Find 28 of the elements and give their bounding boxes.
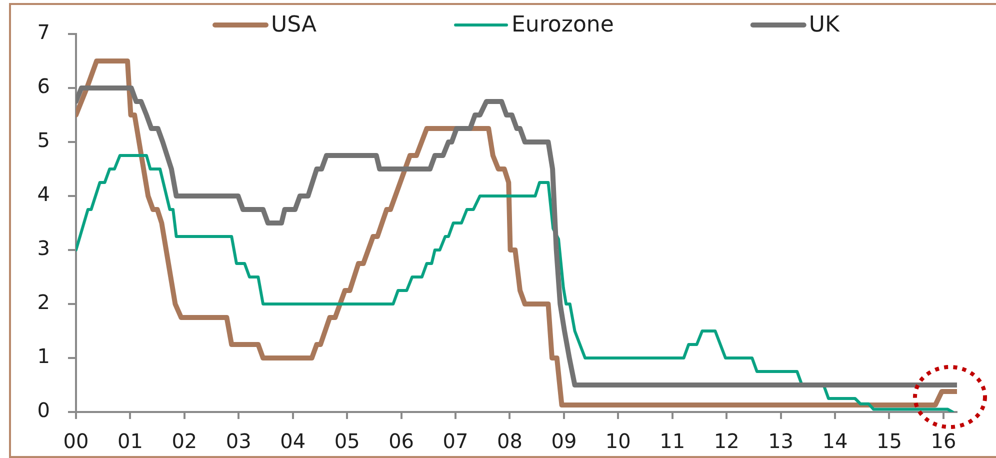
x-tick-label: 10 xyxy=(605,429,631,454)
y-tick-label: 2 xyxy=(37,290,50,314)
x-tick-label: 14 xyxy=(822,429,848,454)
x-tick-label: 15 xyxy=(876,429,902,454)
x-tick-label: 06 xyxy=(388,429,414,454)
y-tick-label: 5 xyxy=(37,128,50,152)
y-tick-label: 3 xyxy=(37,236,50,260)
x-tick-label: 08 xyxy=(496,429,522,454)
y-tick-label: 0 xyxy=(37,398,50,422)
x-tick-label: 09 xyxy=(551,429,577,454)
x-tick-label: 05 xyxy=(334,429,360,454)
x-tick-label: 03 xyxy=(226,429,252,454)
legend-label: UK xyxy=(808,12,840,38)
y-tick-label: 4 xyxy=(37,182,50,206)
legend-label: USA xyxy=(271,12,317,38)
x-tick-label: 16 xyxy=(930,429,956,454)
y-tick-label: 1 xyxy=(37,344,50,368)
x-tick-label: 01 xyxy=(117,429,143,454)
legend-label: Eurozone xyxy=(512,12,614,38)
x-tick-label: 07 xyxy=(442,429,468,454)
x-tick-label: 04 xyxy=(280,429,306,454)
x-tick-label: 12 xyxy=(714,429,740,454)
x-tick-label: 11 xyxy=(660,429,686,454)
x-tick-label: 00 xyxy=(63,429,89,454)
y-tick-label: 7 xyxy=(37,20,50,44)
y-tick-label: 6 xyxy=(37,74,50,98)
x-tick-label: 02 xyxy=(172,429,198,454)
x-tick-label: 13 xyxy=(768,429,794,454)
